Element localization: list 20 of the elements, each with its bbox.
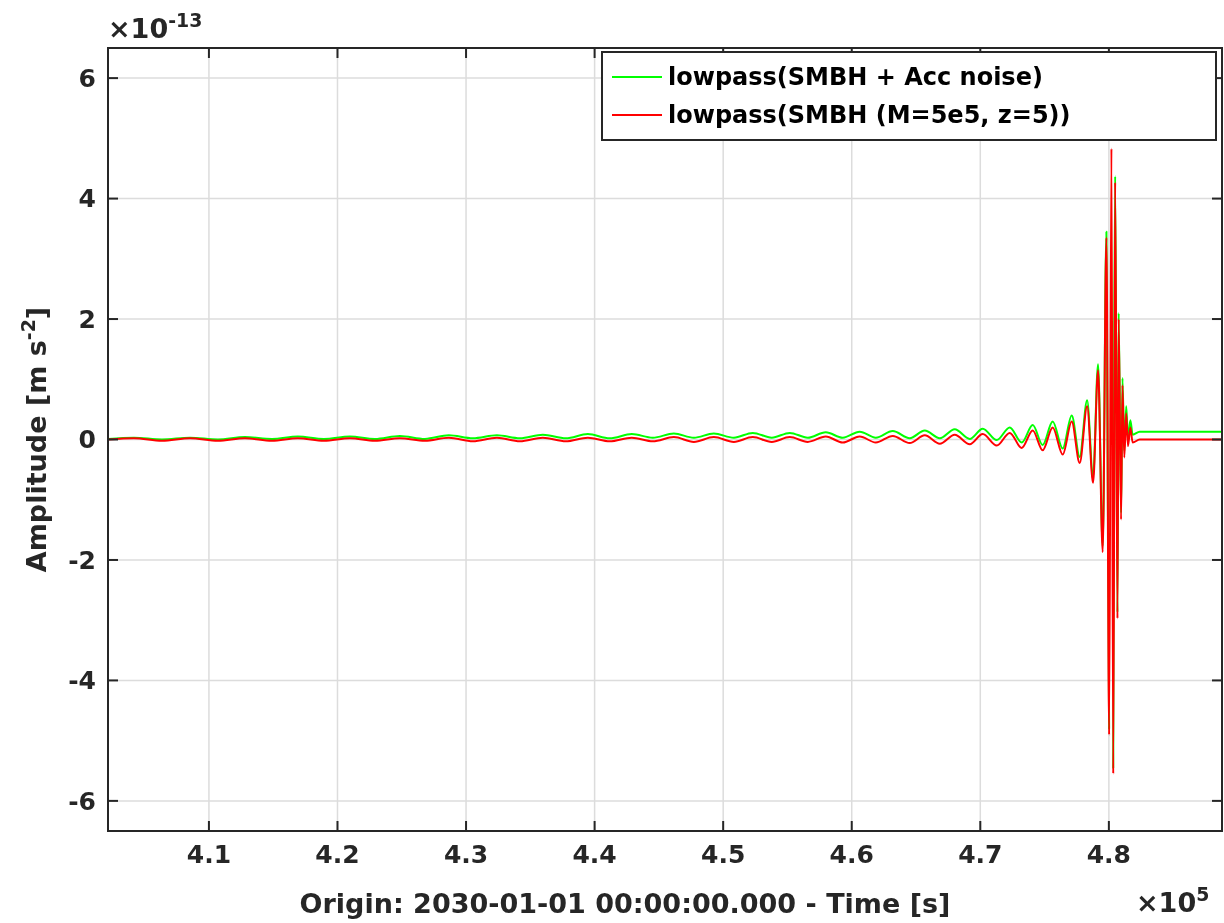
y-tick-label: 0 <box>78 425 96 455</box>
y-tick-label: -6 <box>68 786 96 816</box>
x-axis-title: Origin: 2030-01-01 00:00:00.000 - Time [s] <box>299 888 951 919</box>
x-tick-label: 4.4 <box>572 840 617 869</box>
x-tick-label: 4.1 <box>186 840 232 869</box>
text: ×10$^{5}$ <box>1136 883 1210 918</box>
y-tick-label: 6 <box>78 63 96 93</box>
x-tick-label: 4.3 <box>443 840 489 869</box>
text: ×10$^{-13}$ <box>108 9 203 44</box>
legend-label: lowpass(SMBH (M=5e5, z=5)) <box>668 101 1071 130</box>
x-tick-label: 4.5 <box>701 840 746 869</box>
y-tick-label: 2 <box>78 304 96 334</box>
x-tick-label: 4.2 <box>315 840 360 869</box>
legend-label: lowpass(SMBH + Acc noise) <box>668 63 1043 92</box>
y-tick-label: -2 <box>68 545 96 575</box>
y-tick-label: 4 <box>78 184 96 214</box>
x-tick-label: 4.6 <box>829 840 874 869</box>
x-tick-label: 4.8 <box>1086 840 1132 869</box>
y-tick-label: -4 <box>68 666 96 696</box>
x-tick-label: 4.7 <box>958 840 1003 869</box>
